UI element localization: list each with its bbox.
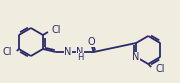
Text: Cl: Cl: [155, 64, 165, 74]
Text: Cl: Cl: [2, 47, 12, 57]
Text: O: O: [88, 37, 95, 47]
Text: N: N: [64, 47, 71, 57]
Text: Cl: Cl: [52, 25, 61, 35]
Text: N: N: [132, 52, 140, 62]
Text: H: H: [77, 53, 83, 62]
Text: N: N: [76, 47, 83, 57]
